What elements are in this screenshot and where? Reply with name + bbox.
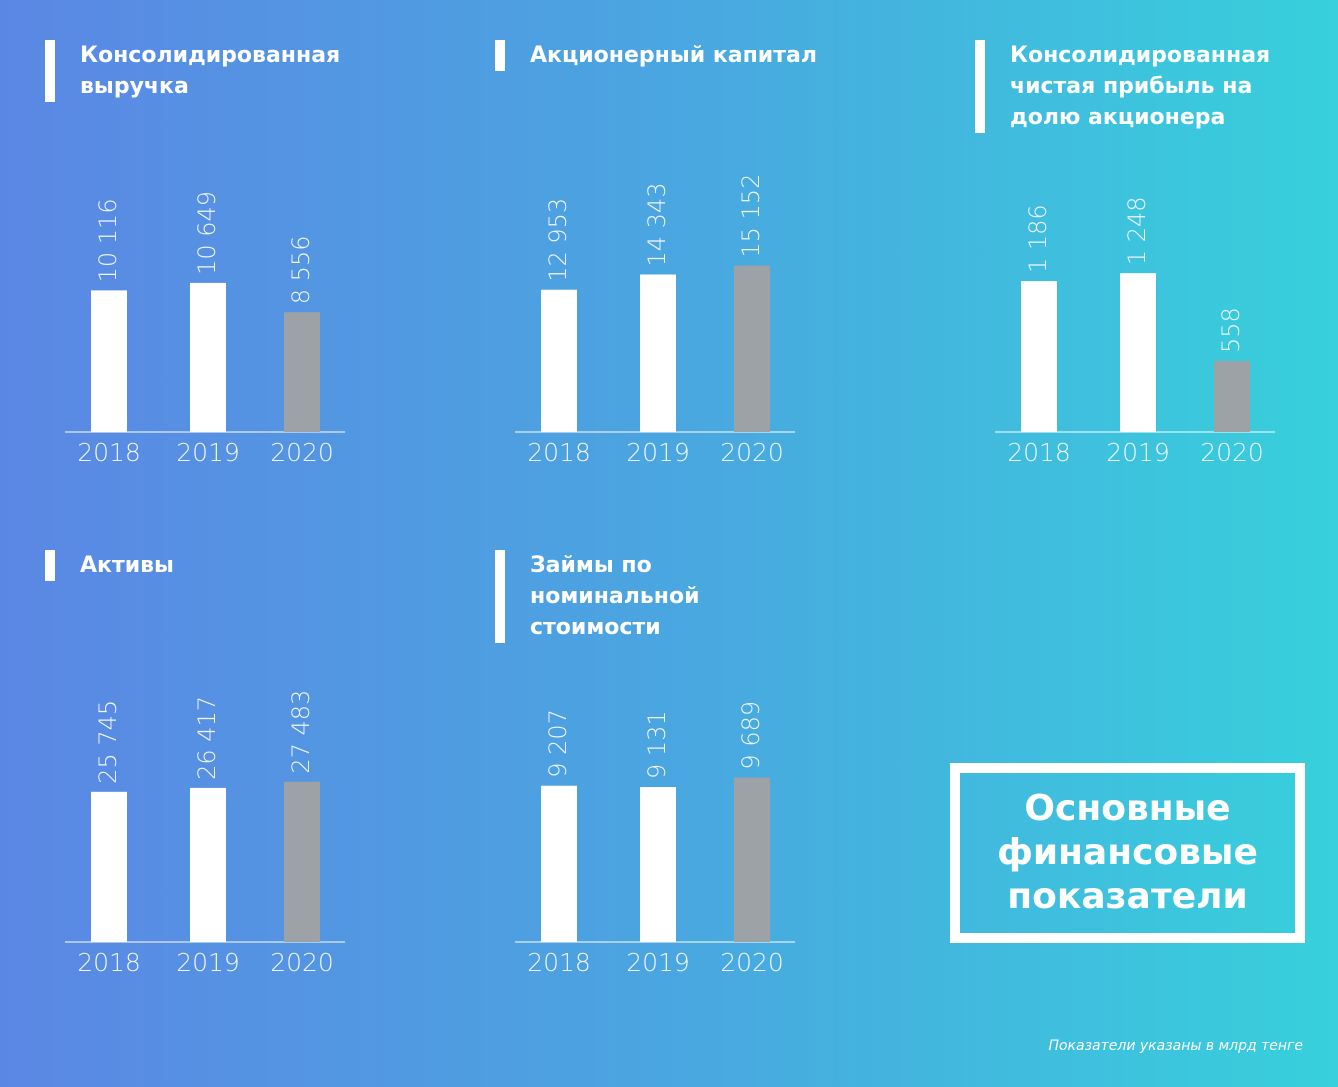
x-tick-label: 2019	[1106, 438, 1170, 467]
bar	[541, 289, 577, 432]
value-label: 9 689	[737, 701, 765, 770]
bar	[640, 787, 676, 942]
bar	[1214, 360, 1250, 432]
chart: 2018 9 207 2019 9 131 2020 9 689	[515, 701, 795, 977]
bar	[734, 265, 770, 432]
chart-title: Консолидированная чистая прибыль на долю…	[975, 40, 1300, 133]
bar	[284, 781, 320, 942]
chart: 2018 25 745 2019 26 417 2020 27 483	[65, 690, 345, 977]
bar	[640, 274, 676, 432]
value-label: 14 343	[643, 183, 671, 267]
bar	[541, 785, 577, 942]
value-label: 10 649	[193, 191, 221, 275]
chart-title: Консолидированная выручка	[45, 40, 370, 102]
heading: Основные финансовые показатели	[950, 763, 1305, 943]
bar	[284, 312, 320, 432]
bar	[1021, 281, 1057, 432]
chart: 2018 10 116 2019 10 649 2020 8 556	[65, 191, 345, 467]
bar	[91, 791, 127, 942]
value-label: 25 745	[94, 700, 122, 784]
value-label: 26 417	[193, 696, 221, 780]
bar	[190, 787, 226, 942]
x-tick-label: 2019	[626, 438, 690, 467]
value-label: 8 556	[287, 235, 315, 304]
value-label: 10 116	[94, 198, 122, 282]
chart-title: Активы	[45, 550, 370, 581]
bar	[91, 290, 127, 432]
bar	[190, 282, 226, 432]
x-tick-label: 2018	[527, 438, 591, 467]
x-tick-label: 2018	[1007, 438, 1071, 467]
chart: 2018 12 953 2019 14 343 2020 15 152	[515, 174, 795, 467]
footnote: Показатели указаны в млрд тенге	[1048, 1038, 1303, 1054]
x-tick-label: 2018	[527, 948, 591, 977]
value-label: 9 131	[643, 710, 671, 779]
chart: 2018 1 186 2019 1 248 2020 558	[995, 196, 1275, 467]
value-label: 1 248	[1123, 196, 1151, 265]
x-tick-label: 2019	[626, 948, 690, 977]
x-tick-label: 2020	[1200, 438, 1264, 467]
chart-title: Акционерный капитал	[495, 40, 820, 71]
x-tick-label: 2020	[270, 438, 334, 467]
value-label: 1 186	[1024, 204, 1052, 273]
x-tick-label: 2019	[176, 948, 240, 977]
chart-title: Займы по номинальной стоимости	[495, 550, 820, 643]
x-tick-label: 2018	[77, 438, 141, 467]
value-label: 15 152	[737, 174, 765, 258]
x-tick-label: 2018	[77, 948, 141, 977]
x-tick-label: 2020	[720, 948, 784, 977]
bar	[734, 777, 770, 942]
value-label: 558	[1217, 307, 1245, 353]
bar	[1120, 273, 1156, 432]
x-tick-label: 2019	[176, 438, 240, 467]
value-label: 27 483	[287, 690, 315, 774]
x-tick-label: 2020	[720, 438, 784, 467]
value-label: 9 207	[544, 709, 572, 778]
value-label: 12 953	[544, 198, 572, 282]
x-tick-label: 2020	[270, 948, 334, 977]
